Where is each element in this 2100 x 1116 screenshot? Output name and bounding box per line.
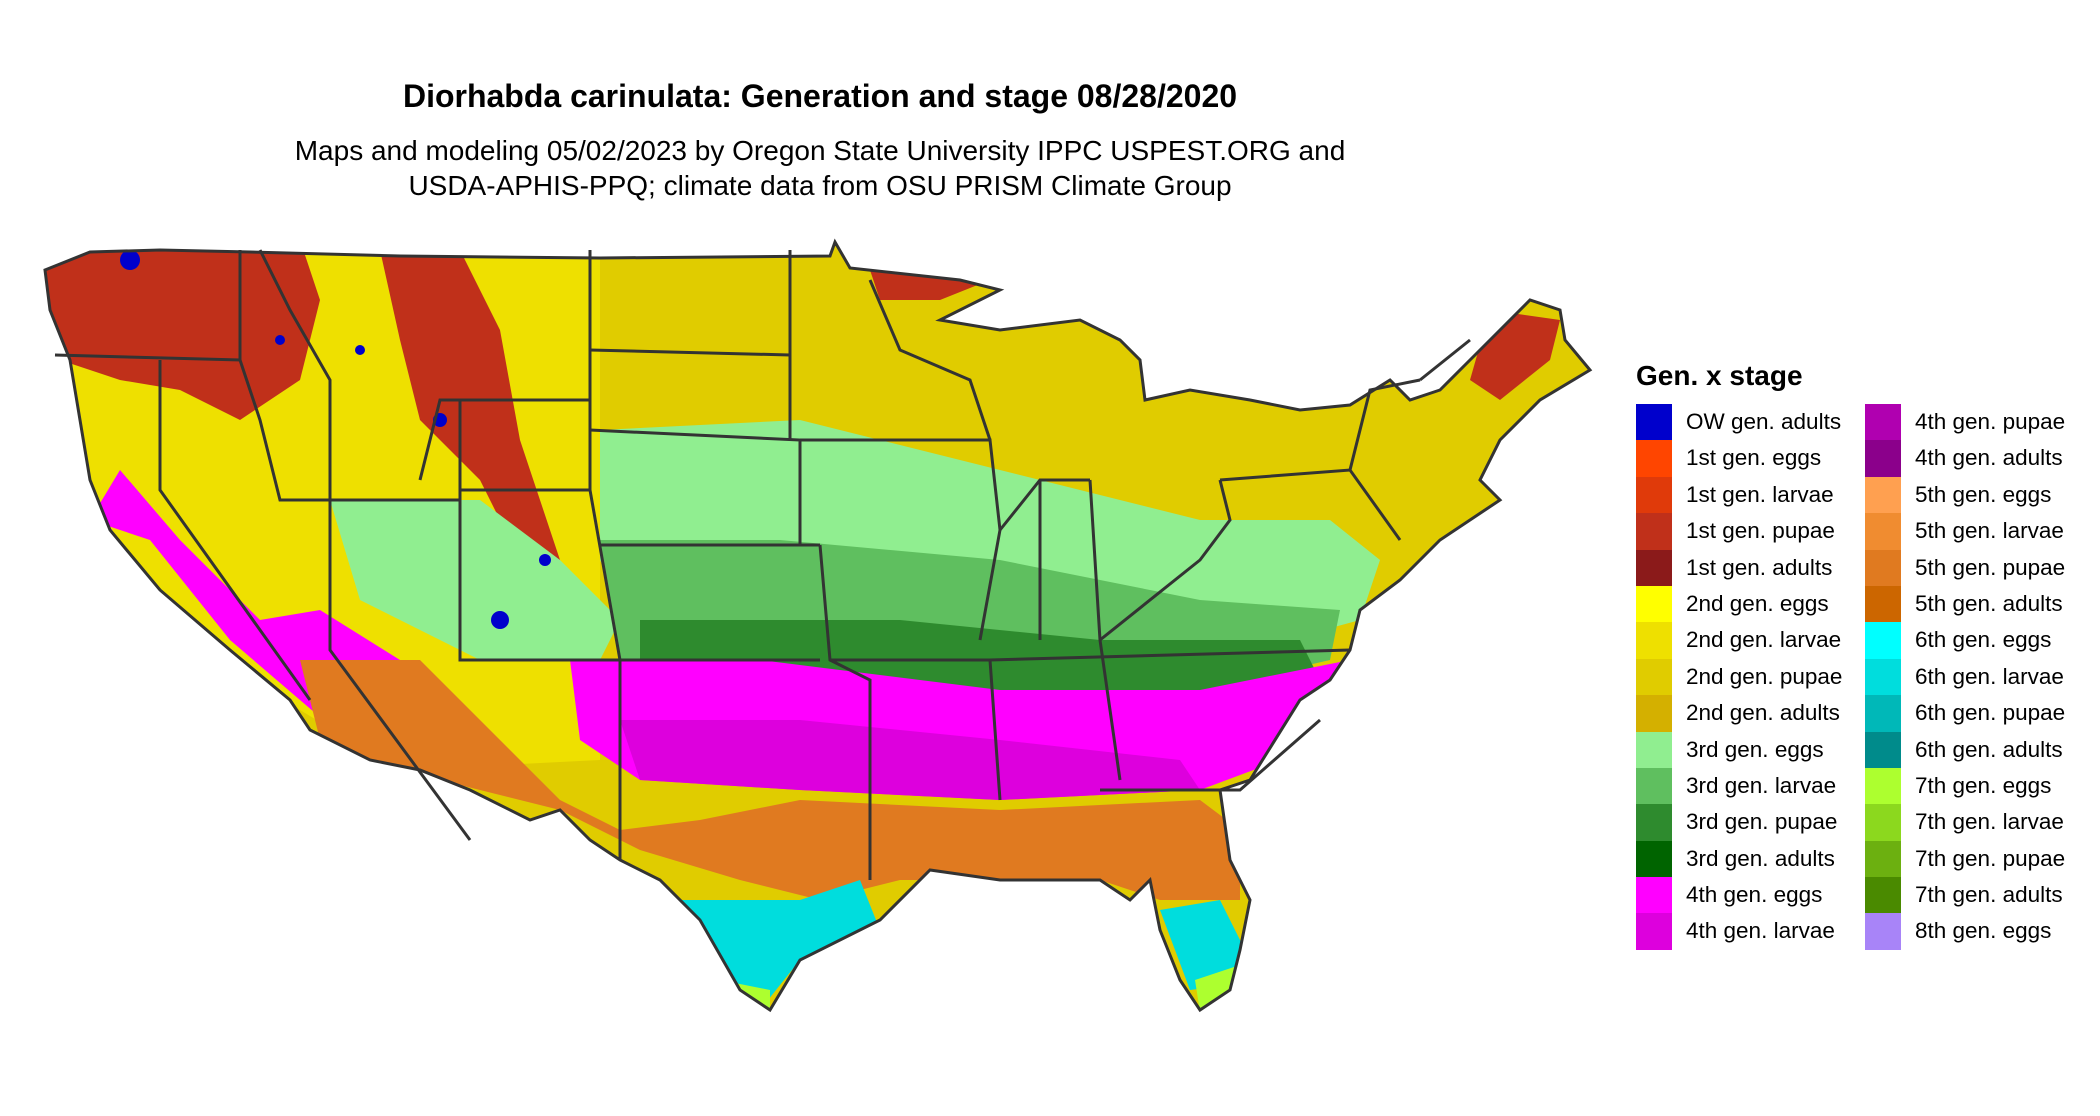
legend-label: 3rd gen. pupae xyxy=(1686,809,1838,835)
legend-swatch xyxy=(1865,549,1901,586)
legend-label: 2nd gen. larvae xyxy=(1686,627,1842,653)
legend-label: 4th gen. larvae xyxy=(1686,918,1835,944)
region-colorado-plateau xyxy=(330,500,620,660)
region-gulf xyxy=(300,660,1240,900)
legend-swatch xyxy=(1865,877,1901,914)
legend-label: 5th gen. pupae xyxy=(1915,554,2066,580)
map-subtitle: Maps and modeling 05/02/2023 by Oregon S… xyxy=(0,133,1640,203)
legend-label: 1st gen. larvae xyxy=(1686,481,1834,507)
legend-label: 7th gen. adults xyxy=(1915,882,2063,908)
legend-swatch xyxy=(1636,658,1672,696)
legend-swatch xyxy=(1865,440,1901,477)
legend-swatch xyxy=(1865,622,1901,659)
legend-label: 2nd gen. pupae xyxy=(1686,663,1843,689)
legend-swatch xyxy=(1865,404,1901,441)
legend-label: 5th gen. larvae xyxy=(1915,518,2064,544)
region-south-deep xyxy=(620,720,1200,800)
legend-label: 4th gen. adults xyxy=(1915,445,2063,471)
legend-label: 6th gen. larvae xyxy=(1915,663,2064,689)
legend-swatch xyxy=(1636,804,1672,841)
legend-swatch xyxy=(1636,840,1672,878)
state-borders xyxy=(43,240,1592,1012)
legend-label: 7th gen. pupae xyxy=(1915,845,2066,871)
legend-label: 2nd gen. adults xyxy=(1686,700,1840,726)
legend-label: 6th gen. pupae xyxy=(1915,700,2066,726)
legend-label: 7th gen. larvae xyxy=(1915,809,2064,835)
legend-swatch xyxy=(1636,767,1672,805)
legend-swatch xyxy=(1636,440,1672,477)
legend-swatch xyxy=(1636,476,1672,514)
legend-swatch xyxy=(1865,913,1901,950)
legend-label: OW gen. adults xyxy=(1686,409,1842,434)
legend-swatch xyxy=(1636,731,1672,768)
legend-label: 1st gen. pupae xyxy=(1686,518,1835,544)
legend-label: 5th gen. adults xyxy=(1915,590,2063,616)
legend-title: Gen. x stage xyxy=(1636,360,1803,391)
legend-label: 3rd gen. adults xyxy=(1686,845,1835,871)
legend-swatch xyxy=(1865,840,1901,878)
subtitle-line-1: Maps and modeling 05/02/2023 by Oregon S… xyxy=(294,135,1346,166)
legend-swatch xyxy=(1636,513,1672,550)
legend-swatch xyxy=(1636,404,1672,441)
legend-label: 4th gen. eggs xyxy=(1686,882,1823,908)
legend-swatch xyxy=(1636,622,1672,659)
legend-swatch xyxy=(1865,658,1901,696)
legend-swatch xyxy=(1865,695,1901,732)
legend-swatch xyxy=(1636,585,1672,623)
legend-label: 2nd gen. eggs xyxy=(1686,590,1829,616)
legend-swatch xyxy=(1865,513,1901,550)
legend-label: 8th gen. eggs xyxy=(1915,918,2052,944)
legend-label: 3rd gen. eggs xyxy=(1686,736,1824,762)
legend-swatch xyxy=(1636,877,1672,914)
legend-label: 1st gen. adults xyxy=(1686,554,1833,580)
region-florida xyxy=(1160,900,1245,990)
legend-swatch xyxy=(1865,476,1901,514)
legend-label: 7th gen. eggs xyxy=(1915,772,2052,798)
legend-label: 3rd gen. larvae xyxy=(1686,772,1837,798)
legend-label: 6th gen. adults xyxy=(1915,736,2063,762)
legend-swatch xyxy=(1636,549,1672,586)
legend-swatch xyxy=(1636,695,1672,732)
legend-swatch xyxy=(1865,767,1901,805)
legend-label: 1st gen. eggs xyxy=(1686,445,1822,471)
legend-swatch xyxy=(1636,913,1672,950)
legend-swatch xyxy=(1865,804,1901,841)
legend-label: 5th gen. eggs xyxy=(1915,481,2052,507)
legend-swatch xyxy=(1865,585,1901,623)
legend-label: 4th gen. pupae xyxy=(1915,409,2066,434)
legend-swatch xyxy=(1865,731,1901,768)
subtitle-line-2: USDA-APHIS-PPQ; climate data from OSU PR… xyxy=(408,170,1232,201)
mountain-patches xyxy=(120,250,551,629)
map-title: Diorhabda carinulata: Generation and sta… xyxy=(402,78,1238,114)
legend-label: 6th gen. eggs xyxy=(1915,627,2052,653)
